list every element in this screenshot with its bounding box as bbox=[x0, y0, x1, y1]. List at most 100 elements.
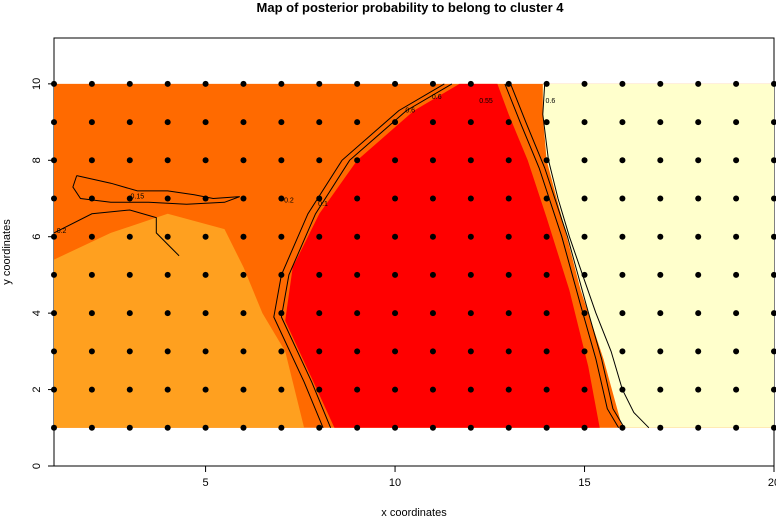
data-point bbox=[51, 424, 57, 431]
data-point bbox=[505, 271, 512, 278]
data-point bbox=[695, 310, 702, 317]
data-point bbox=[278, 386, 285, 393]
data-point bbox=[51, 195, 57, 202]
data-point bbox=[126, 310, 133, 317]
y-axis-label: y coordinates bbox=[1, 219, 13, 285]
data-point bbox=[505, 80, 512, 87]
data-point bbox=[657, 386, 664, 393]
data-point bbox=[164, 386, 171, 393]
data-point bbox=[88, 195, 95, 202]
data-point bbox=[429, 348, 436, 355]
x-axis-label: x coordinates bbox=[381, 507, 447, 518]
data-point bbox=[505, 119, 512, 126]
data-point bbox=[354, 424, 361, 431]
data-point bbox=[543, 271, 550, 278]
data-point bbox=[733, 348, 740, 355]
data-point bbox=[733, 157, 740, 164]
contour-line bbox=[504, 83, 620, 429]
data-point bbox=[392, 386, 399, 393]
data-point bbox=[695, 424, 702, 431]
data-point bbox=[392, 424, 399, 431]
data-point bbox=[771, 233, 776, 240]
data-point bbox=[429, 271, 436, 278]
data-point bbox=[51, 348, 57, 355]
data-point bbox=[278, 119, 285, 126]
data-point bbox=[581, 119, 588, 126]
data-point bbox=[316, 157, 323, 164]
contour-label: 0.6 bbox=[405, 108, 415, 115]
contour-line bbox=[273, 83, 445, 428]
data-point bbox=[278, 424, 285, 431]
data-point bbox=[467, 310, 474, 317]
data-point bbox=[619, 271, 626, 278]
data-point bbox=[51, 271, 57, 278]
data-point bbox=[657, 119, 664, 126]
data-point bbox=[354, 157, 361, 164]
data-point bbox=[619, 80, 626, 87]
data-point bbox=[392, 195, 399, 202]
region-high bbox=[285, 83, 600, 428]
data-point bbox=[543, 80, 550, 87]
data-point bbox=[164, 424, 171, 431]
data-point bbox=[126, 80, 133, 87]
data-point bbox=[202, 195, 209, 202]
data-point bbox=[88, 271, 95, 278]
data-point bbox=[240, 386, 247, 393]
data-point bbox=[543, 233, 550, 240]
data-point bbox=[505, 157, 512, 164]
data-point bbox=[316, 195, 323, 202]
data-point bbox=[467, 157, 474, 164]
y-tick-label: 0 bbox=[31, 463, 43, 469]
data-point bbox=[771, 80, 776, 87]
data-point bbox=[316, 271, 323, 278]
data-point bbox=[316, 119, 323, 126]
data-point bbox=[505, 424, 512, 431]
data-point bbox=[88, 119, 95, 126]
data-point bbox=[88, 386, 95, 393]
data-point bbox=[240, 119, 247, 126]
data-point bbox=[733, 424, 740, 431]
data-point bbox=[316, 348, 323, 355]
data-point bbox=[505, 310, 512, 317]
contour-label: 0.2 bbox=[284, 197, 294, 204]
data-point bbox=[467, 233, 474, 240]
data-point bbox=[467, 119, 474, 126]
data-point bbox=[278, 310, 285, 317]
data-point bbox=[278, 157, 285, 164]
data-point bbox=[316, 386, 323, 393]
data-point bbox=[543, 157, 550, 164]
data-point bbox=[733, 310, 740, 317]
x-tick-label: 10 bbox=[389, 477, 401, 489]
data-point bbox=[164, 310, 171, 317]
data-point bbox=[88, 424, 95, 431]
data-point bbox=[240, 310, 247, 317]
x-tick-label: 5 bbox=[203, 477, 209, 489]
contour-label: 0.2 bbox=[57, 228, 67, 235]
data-point bbox=[316, 310, 323, 317]
data-point bbox=[354, 348, 361, 355]
data-point bbox=[354, 195, 361, 202]
data-point bbox=[88, 348, 95, 355]
data-point bbox=[657, 310, 664, 317]
observation-points bbox=[51, 80, 776, 431]
data-point bbox=[695, 157, 702, 164]
data-point bbox=[733, 195, 740, 202]
data-point bbox=[88, 233, 95, 240]
data-point bbox=[202, 386, 209, 393]
data-point bbox=[164, 271, 171, 278]
data-point bbox=[581, 424, 588, 431]
data-point bbox=[429, 195, 436, 202]
data-point bbox=[695, 80, 702, 87]
data-point bbox=[392, 233, 399, 240]
data-point bbox=[164, 195, 171, 202]
data-point bbox=[278, 233, 285, 240]
data-point bbox=[771, 424, 776, 431]
data-point bbox=[51, 119, 57, 126]
data-point bbox=[88, 80, 95, 87]
data-point bbox=[543, 386, 550, 393]
data-point bbox=[278, 348, 285, 355]
data-point bbox=[278, 195, 285, 202]
plot-area: 0.6 0.6 0.55 0.6 0.15 0.2 0.2 0.1 bbox=[51, 37, 776, 467]
data-point bbox=[619, 195, 626, 202]
data-point bbox=[543, 310, 550, 317]
